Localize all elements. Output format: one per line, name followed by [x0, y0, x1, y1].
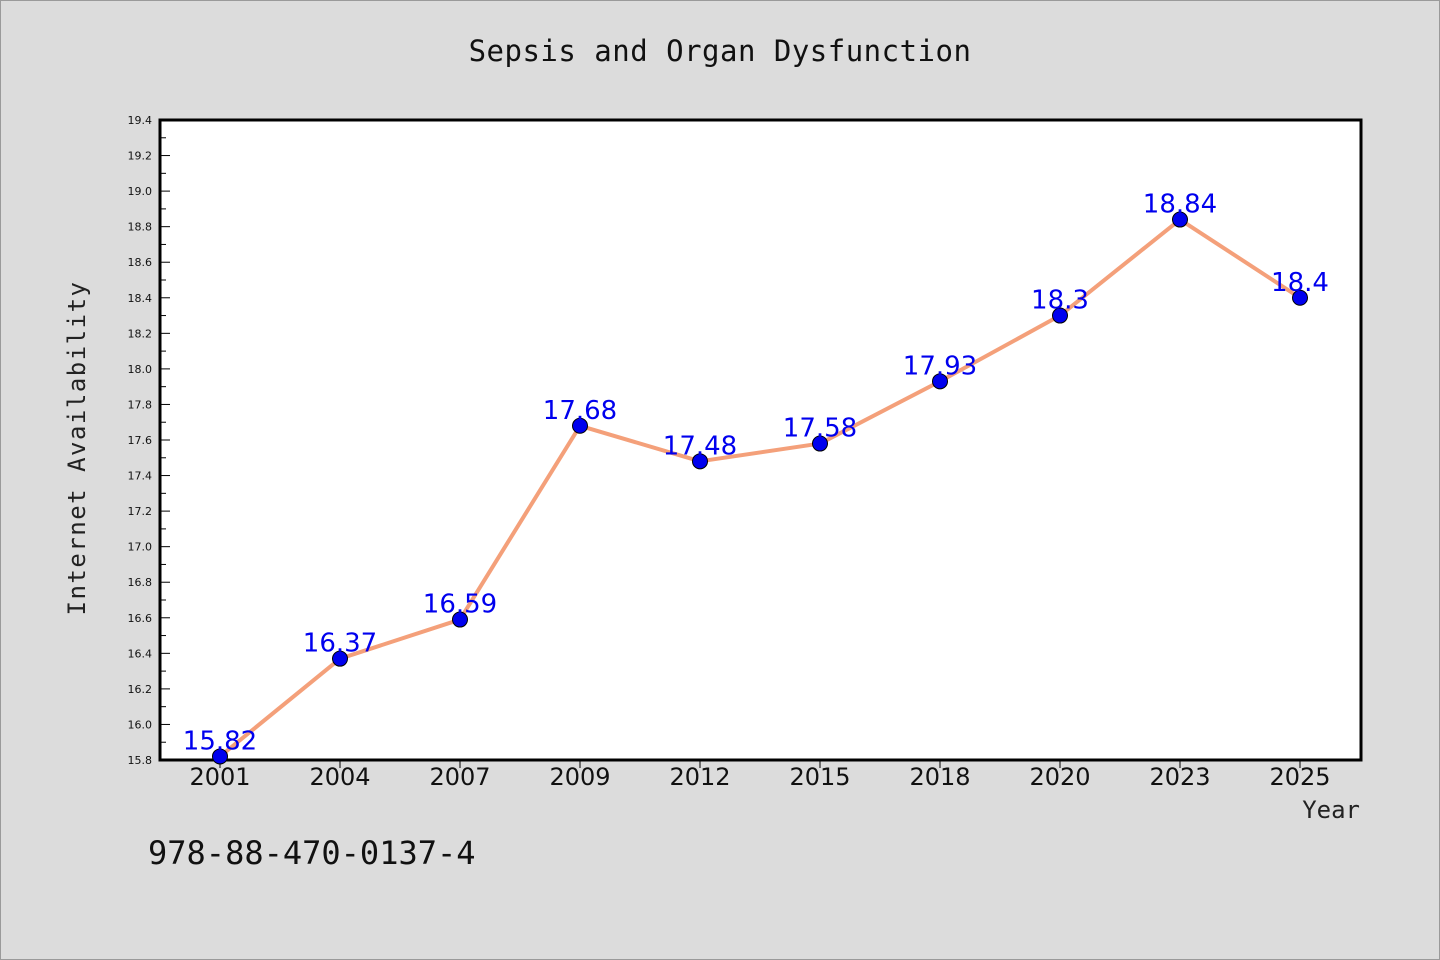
x-tick-label: 2007	[429, 763, 490, 791]
x-tick-label: 2025	[1269, 763, 1330, 791]
isbn-code: 978-88-470-0137-4	[148, 834, 476, 872]
data-point	[1172, 211, 1188, 228]
y-tick-label: 18.8	[128, 221, 153, 234]
data-label: 16.37	[303, 629, 377, 659]
data-label: 18.84	[1143, 190, 1217, 220]
y-tick-label: 18.6	[128, 256, 153, 269]
y-tick-label: 19.2	[128, 150, 153, 163]
data-point	[932, 373, 948, 390]
x-axis-label: Year	[1302, 796, 1360, 824]
data-label: 18.4	[1271, 268, 1329, 298]
y-tick-label: 17.8	[128, 398, 153, 411]
y-tick-label: 17.0	[128, 541, 153, 554]
y-tick-label: 19.0	[128, 185, 153, 198]
y-tick-label: 15.8	[128, 754, 153, 767]
x-tick-label: 2009	[549, 763, 610, 791]
data-point	[212, 748, 228, 765]
x-tick-label: 2018	[909, 763, 970, 791]
data-point	[1292, 289, 1308, 306]
data-label: 17.48	[663, 431, 737, 461]
y-tick-label: 16.0	[128, 718, 153, 731]
data-point	[812, 435, 828, 452]
data-point	[572, 417, 588, 434]
y-tick-label: 16.8	[128, 576, 153, 589]
x-tick-label: 2012	[669, 763, 730, 791]
x-tick-label: 2023	[1149, 763, 1210, 791]
x-tick-label: 2020	[1029, 763, 1090, 791]
data-label: 18.3	[1031, 286, 1089, 316]
x-tick-label: 2015	[789, 763, 850, 791]
data-point	[692, 453, 708, 470]
chart-title: Sepsis and Organ Dysfunction	[468, 34, 972, 68]
y-tick-label: 18.0	[128, 363, 153, 376]
y-tick-label: 17.6	[128, 434, 153, 447]
x-tick-label: 2001	[189, 763, 250, 791]
data-label: 17.93	[903, 351, 977, 381]
y-tick-label: 16.4	[128, 647, 153, 660]
y-tick-label: 18.4	[128, 292, 153, 305]
y-tick-label: 16.2	[128, 683, 153, 696]
data-label: 17.68	[543, 396, 617, 426]
y-tick-label: 18.2	[128, 327, 153, 340]
y-tick-label: 17.4	[128, 470, 153, 483]
y-tick-label: 17.2	[128, 505, 153, 518]
data-label: 15.82	[183, 726, 257, 756]
data-point	[332, 650, 348, 667]
y-tick-label: 16.6	[128, 612, 153, 625]
series-line	[218, 217, 1302, 758]
y-tick-label: 19.4	[128, 114, 153, 127]
data-point	[452, 611, 468, 628]
x-tick-label: 2004	[309, 763, 370, 791]
data-point	[1052, 307, 1068, 324]
data-label: 16.59	[423, 590, 497, 620]
data-label: 17.58	[783, 414, 857, 444]
